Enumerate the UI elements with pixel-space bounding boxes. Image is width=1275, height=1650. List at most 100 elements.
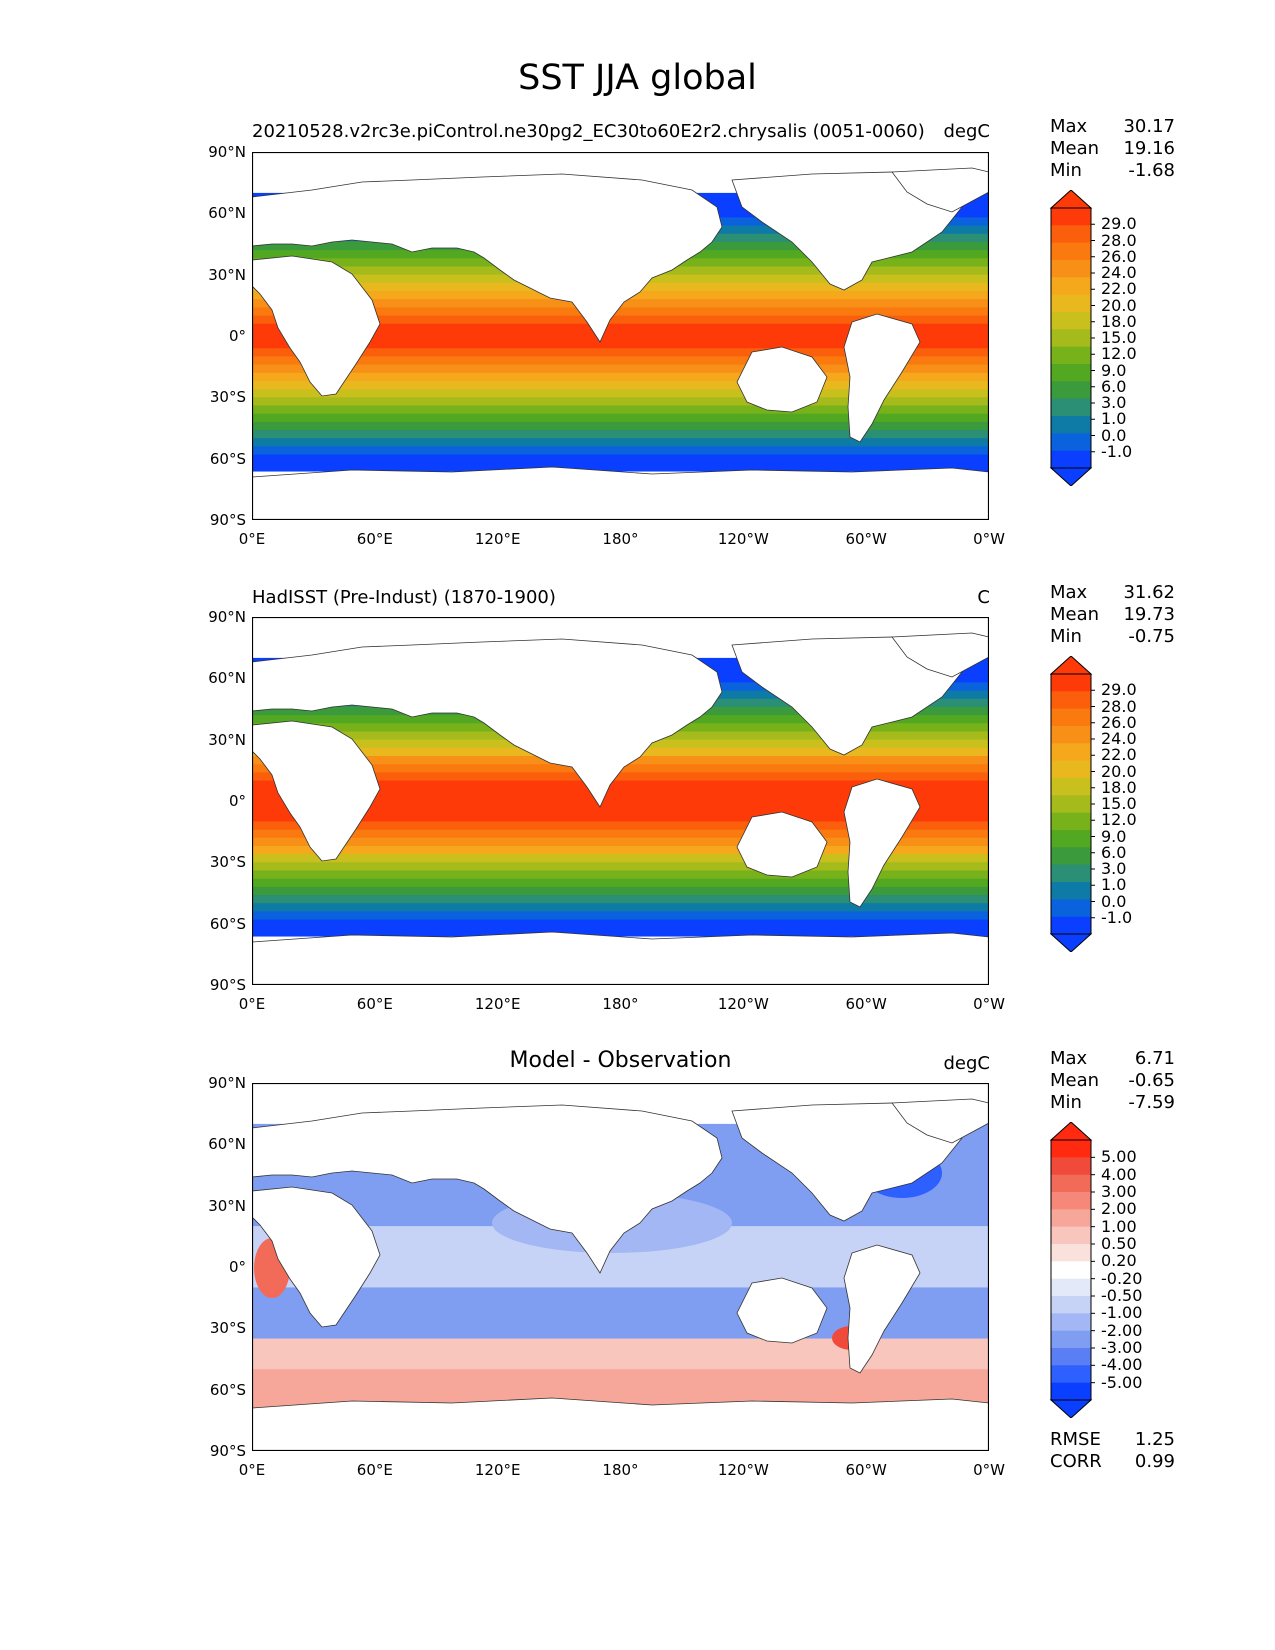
panel-title: HadISST (Pre-Indust) (1870-1900) [252, 587, 556, 608]
lat-tick-label: 90°S [209, 1442, 246, 1460]
stats-box: Max 31.62 Mean 19.73 Min -0.75 [1050, 582, 1175, 647]
lon-tick-label: 120°W [717, 530, 769, 548]
colorbar-obs [1049, 656, 1095, 952]
colorbar-tick-label: 26.0 [1101, 712, 1137, 732]
lat-tick-label: 0° [228, 1258, 246, 1276]
sst-map-obs [252, 617, 989, 985]
lat-tick-label: 30°N [208, 730, 246, 749]
lon-tick-label: 0°E [238, 530, 266, 548]
lon-tick-label: 120°E [474, 995, 521, 1013]
lon-tick-label: 180° [602, 995, 639, 1013]
lat-tick-label: 60°N [208, 204, 246, 223]
lon-tick-label: 60°E [356, 530, 393, 548]
colorbar-tick-label: 1.0 [1101, 409, 1127, 429]
colorbar-tick-label: -1.0 [1101, 441, 1133, 461]
colorbar-tick-label: -4.00 [1101, 1355, 1143, 1375]
colorbar-tick-label: 2.00 [1101, 1199, 1137, 1219]
colorbar-model [1049, 190, 1095, 486]
colorbar-tick-label: 29.0 [1101, 214, 1137, 234]
colorbar-tick-label: 9.0 [1101, 360, 1127, 380]
stats-box: Max 6.71 Mean -0.65 Min -7.59 [1050, 1048, 1175, 1113]
colorbar-tick-label: 3.00 [1101, 1182, 1137, 1201]
colorbar-tick-label: -1.0 [1101, 907, 1133, 927]
panel-title: 20210528.v2rc3e.piControl.ne30pg2_EC30to… [252, 121, 925, 142]
lat-tick-label: 0° [228, 327, 246, 345]
lat-tick-label: 90°N [208, 1074, 246, 1092]
lat-tick-label: 90°S [209, 976, 246, 994]
lat-tick-label: 30°S [209, 388, 246, 407]
colorbar-tick-label: 0.0 [1101, 425, 1127, 445]
lon-tick-label: 60°W [845, 530, 887, 548]
lon-tick-label: 60°W [845, 995, 887, 1013]
colorbar-tick-label: 20.0 [1101, 761, 1137, 781]
colorbar-tick-label: 22.0 [1101, 279, 1137, 299]
colorbar-tick-label: 1.0 [1101, 875, 1127, 895]
lon-tick-label: 120°W [717, 995, 769, 1013]
sst-diff-map [252, 1083, 989, 1451]
lon-tick-label: 0°E [238, 995, 266, 1013]
colorbar-tick-label: 1.00 [1101, 1216, 1137, 1236]
rmse-corr-box: RMSE 1.25 CORR 0.99 [1050, 1429, 1175, 1472]
colorbar-tick-label: 22.0 [1101, 745, 1137, 765]
colorbar-tick-label: 6.0 [1101, 842, 1127, 862]
colorbar-tick-label: 15.0 [1101, 794, 1137, 813]
colorbar-tick-label: 3.0 [1101, 859, 1127, 878]
panel-units: degC [943, 121, 991, 142]
colorbar-tick-label: 20.0 [1101, 295, 1137, 315]
lat-tick-label: 30°N [208, 265, 246, 284]
colorbar-tick-label: 29.0 [1101, 680, 1137, 700]
colorbar-tick-label: 12.0 [1101, 810, 1137, 830]
colorbar-tick-label: -0.20 [1101, 1268, 1143, 1288]
colorbar-tick-label: -5.00 [1101, 1372, 1143, 1392]
lat-tick-label: 90°N [208, 143, 246, 161]
lat-tick-label: 90°S [209, 511, 246, 529]
lat-tick-label: 60°S [209, 449, 246, 468]
colorbar-tick-label: -3.00 [1101, 1338, 1143, 1357]
colorbar-tick-label: -2.00 [1101, 1320, 1143, 1340]
lat-tick-label: 60°S [209, 1380, 246, 1399]
colorbar-tick-label: 28.0 [1101, 696, 1137, 716]
colorbar-tick-label: 18.0 [1101, 311, 1137, 331]
lat-tick-label: 0° [228, 792, 246, 810]
colorbar-tick-label: 15.0 [1101, 328, 1137, 347]
lon-tick-label: 60°W [845, 1461, 887, 1479]
lon-tick-label: 120°W [717, 1461, 769, 1479]
lon-tick-label: 0°W [973, 1461, 1005, 1479]
figure-title: SST JJA global [518, 58, 757, 98]
colorbar-tick-label: 18.0 [1101, 777, 1137, 797]
lat-tick-label: 30°S [209, 1319, 246, 1338]
lon-tick-label: 120°E [474, 530, 521, 548]
panel-units: C [977, 587, 990, 608]
lat-tick-label: 30°S [209, 853, 246, 872]
lat-tick-label: 60°N [208, 1135, 246, 1154]
colorbar-tick-label: 9.0 [1101, 826, 1127, 846]
colorbar-tick-label: 28.0 [1101, 230, 1137, 250]
lon-tick-label: 60°E [356, 1461, 393, 1479]
colorbar-tick-label: 3.0 [1101, 393, 1127, 412]
stats-box: Max 30.17 Mean 19.16 Min -1.68 [1050, 116, 1175, 181]
colorbar-tick-label: 24.0 [1101, 263, 1137, 282]
lon-tick-label: 180° [602, 530, 639, 548]
colorbar-tick-label: 5.00 [1101, 1147, 1137, 1167]
lat-tick-label: 60°N [208, 669, 246, 688]
colorbar-tick-label: 0.20 [1101, 1251, 1137, 1271]
colorbar-tick-label: -1.00 [1101, 1303, 1143, 1323]
lat-tick-label: 90°N [208, 608, 246, 626]
colorbar-tick-label: 0.0 [1101, 891, 1127, 911]
colorbar-tick-label: 6.0 [1101, 376, 1127, 396]
colorbar-tick-label: 0.50 [1101, 1234, 1137, 1253]
colorbar-tick-label: 26.0 [1101, 246, 1137, 266]
lat-tick-label: 60°S [209, 914, 246, 933]
colorbar-tick-label: 24.0 [1101, 729, 1137, 748]
lon-tick-label: 60°E [356, 995, 393, 1013]
colorbar-tick-label: -0.50 [1101, 1286, 1143, 1305]
colorbar-tick-label: 12.0 [1101, 344, 1137, 364]
lon-tick-label: 120°E [474, 1461, 521, 1479]
panel-title: Model - Observation [509, 1048, 732, 1073]
panel-units: degC [943, 1053, 991, 1074]
lon-tick-label: 0°W [973, 530, 1005, 548]
lon-tick-label: 0°W [973, 995, 1005, 1013]
colorbar-diff [1049, 1122, 1095, 1418]
lat-tick-label: 30°N [208, 1196, 246, 1215]
lon-tick-label: 0°E [238, 1461, 266, 1479]
